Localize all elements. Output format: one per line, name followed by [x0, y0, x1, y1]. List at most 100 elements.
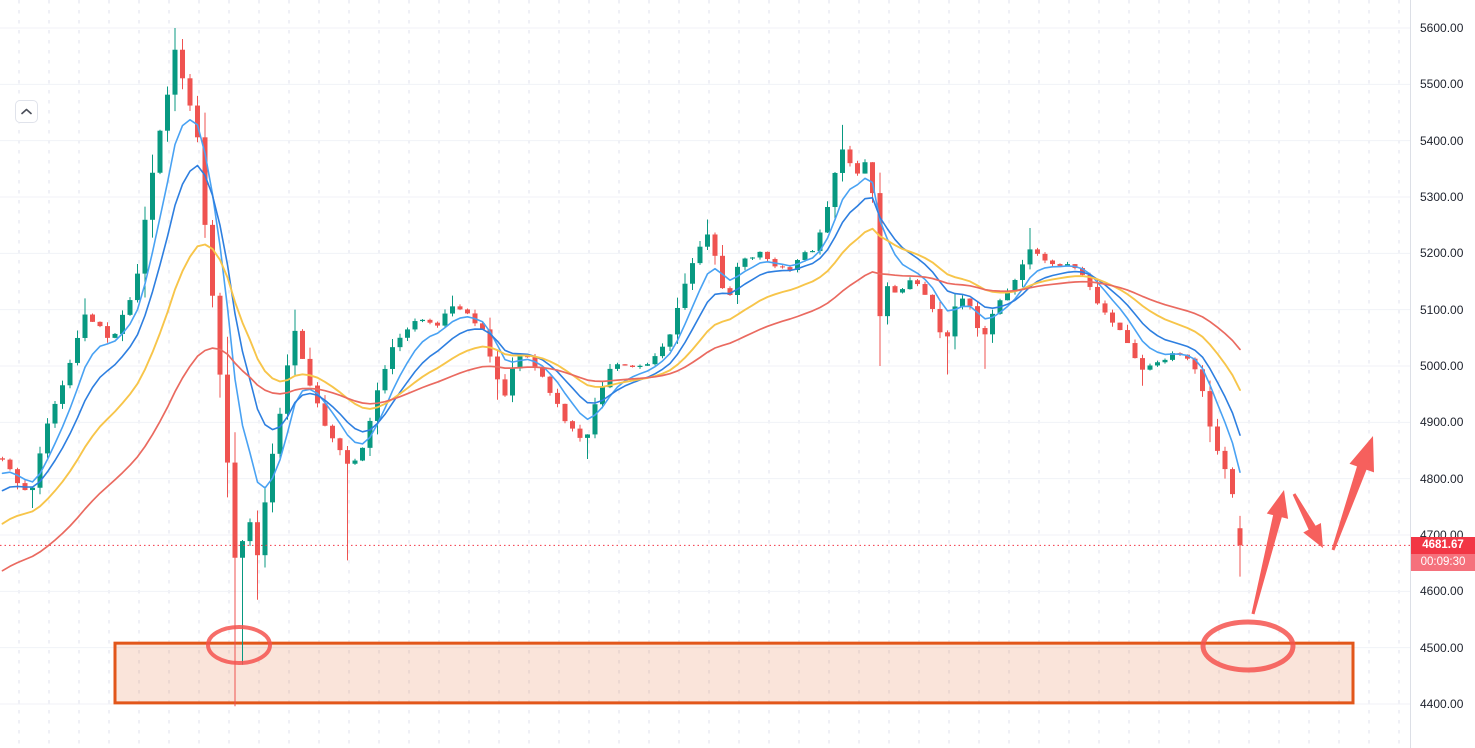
candle-body — [1095, 286, 1100, 304]
price-axis-label: 4600.00 — [1420, 584, 1464, 599]
candle-body — [465, 309, 470, 314]
candle-body — [922, 284, 928, 295]
price-axis-label: 5000.00 — [1420, 359, 1464, 373]
candle-body — [705, 234, 710, 247]
candle-body — [165, 94, 170, 131]
candle-body — [795, 260, 800, 271]
ellipse-annotation[interactable] — [1200, 619, 1296, 673]
candle-body — [915, 280, 920, 285]
forecast-arrow-annotation[interactable] — [1251, 490, 1289, 615]
candle-body — [570, 421, 575, 429]
candle-body — [757, 251, 763, 258]
candle-body — [975, 306, 980, 329]
candle-body — [525, 356, 530, 358]
candle-body — [30, 487, 35, 491]
candle-body — [1050, 260, 1055, 265]
price-axis[interactable]: 5600.00 5500.00 5400.00 5300.00 5200.00 5100.… — [1410, 0, 1475, 748]
candle-body — [127, 300, 133, 315]
candle-body — [682, 283, 688, 308]
candle-body — [1102, 303, 1108, 313]
candle-body — [1147, 365, 1153, 370]
candle-body — [952, 306, 958, 337]
candle-body — [832, 172, 838, 207]
candle-body — [442, 313, 448, 326]
candle-body — [855, 163, 860, 174]
candle-body — [1192, 358, 1198, 370]
candle-body — [802, 252, 808, 261]
price-chart-canvas[interactable] — [0, 0, 1410, 748]
candle-body — [292, 330, 298, 366]
chevron-up-icon — [21, 108, 32, 115]
bar-countdown: 00:09:30 — [1411, 553, 1475, 571]
candle-body — [840, 149, 845, 173]
candle-body — [300, 330, 305, 359]
candle-body — [660, 346, 665, 357]
candle-body — [180, 49, 185, 79]
candle-body — [817, 232, 823, 252]
candle-body — [712, 234, 718, 256]
candle-body — [1005, 291, 1010, 301]
candle-body — [900, 289, 905, 293]
forecast-arrow-annotation[interactable] — [1331, 436, 1374, 551]
candle-body — [1020, 264, 1025, 280]
candle-body — [337, 438, 343, 451]
candle-body — [990, 313, 995, 335]
moving-average-line — [1, 119, 1241, 489]
candle-body — [457, 306, 463, 310]
candle-body — [870, 162, 875, 194]
candle-body — [90, 314, 95, 322]
candle-body — [427, 319, 433, 323]
candle-body — [262, 502, 268, 556]
candle-body — [7, 459, 13, 470]
candle-body — [1200, 369, 1205, 392]
candle-body — [60, 385, 65, 404]
candle-body — [450, 306, 455, 314]
candle-body — [1222, 450, 1228, 470]
candle-body — [142, 219, 148, 274]
candle-body — [172, 49, 178, 95]
collapse-toolbar-button[interactable] — [15, 100, 38, 123]
last-price-label: 4681.67 00:09:30 — [1411, 536, 1475, 571]
candle-body — [720, 255, 725, 289]
candle-body — [247, 522, 253, 542]
candle-body — [375, 390, 380, 421]
candle-body — [0, 458, 5, 460]
candle-body — [555, 392, 560, 404]
candle-body — [847, 149, 853, 164]
candle-body — [615, 364, 620, 369]
candle-body — [487, 329, 493, 357]
candle-body — [885, 286, 890, 317]
candle-body — [360, 447, 365, 461]
candle-body — [960, 298, 965, 307]
candle-body — [585, 434, 590, 438]
candle-body — [1185, 354, 1190, 359]
candle-body — [907, 280, 913, 290]
candle-body — [82, 314, 88, 338]
price-axis-label: 5500.00 — [1420, 77, 1464, 92]
candle-body — [502, 379, 508, 396]
candle-body — [112, 333, 118, 338]
ellipse-annotation[interactable] — [206, 625, 272, 665]
candle-body — [1155, 362, 1160, 366]
candle-body — [967, 298, 973, 307]
candle-body — [517, 356, 523, 369]
candle-body — [367, 420, 373, 448]
candle-body — [1125, 330, 1130, 344]
candle-body — [390, 347, 395, 369]
candle-body — [637, 365, 643, 367]
forecast-arrow-annotation[interactable] — [1292, 493, 1323, 548]
candle-body — [420, 319, 425, 322]
candle-body — [600, 387, 605, 405]
candle-body — [735, 266, 740, 296]
candle-body — [937, 308, 943, 333]
candle-body — [405, 329, 410, 338]
candle-body — [277, 413, 283, 454]
candle-body — [397, 337, 403, 348]
candle-body — [577, 428, 583, 438]
candle-body — [1230, 469, 1235, 495]
candle-body — [240, 541, 245, 558]
candle-body — [480, 323, 485, 330]
candle-body — [232, 462, 238, 558]
support-zone-rectangle[interactable] — [113, 641, 1355, 705]
